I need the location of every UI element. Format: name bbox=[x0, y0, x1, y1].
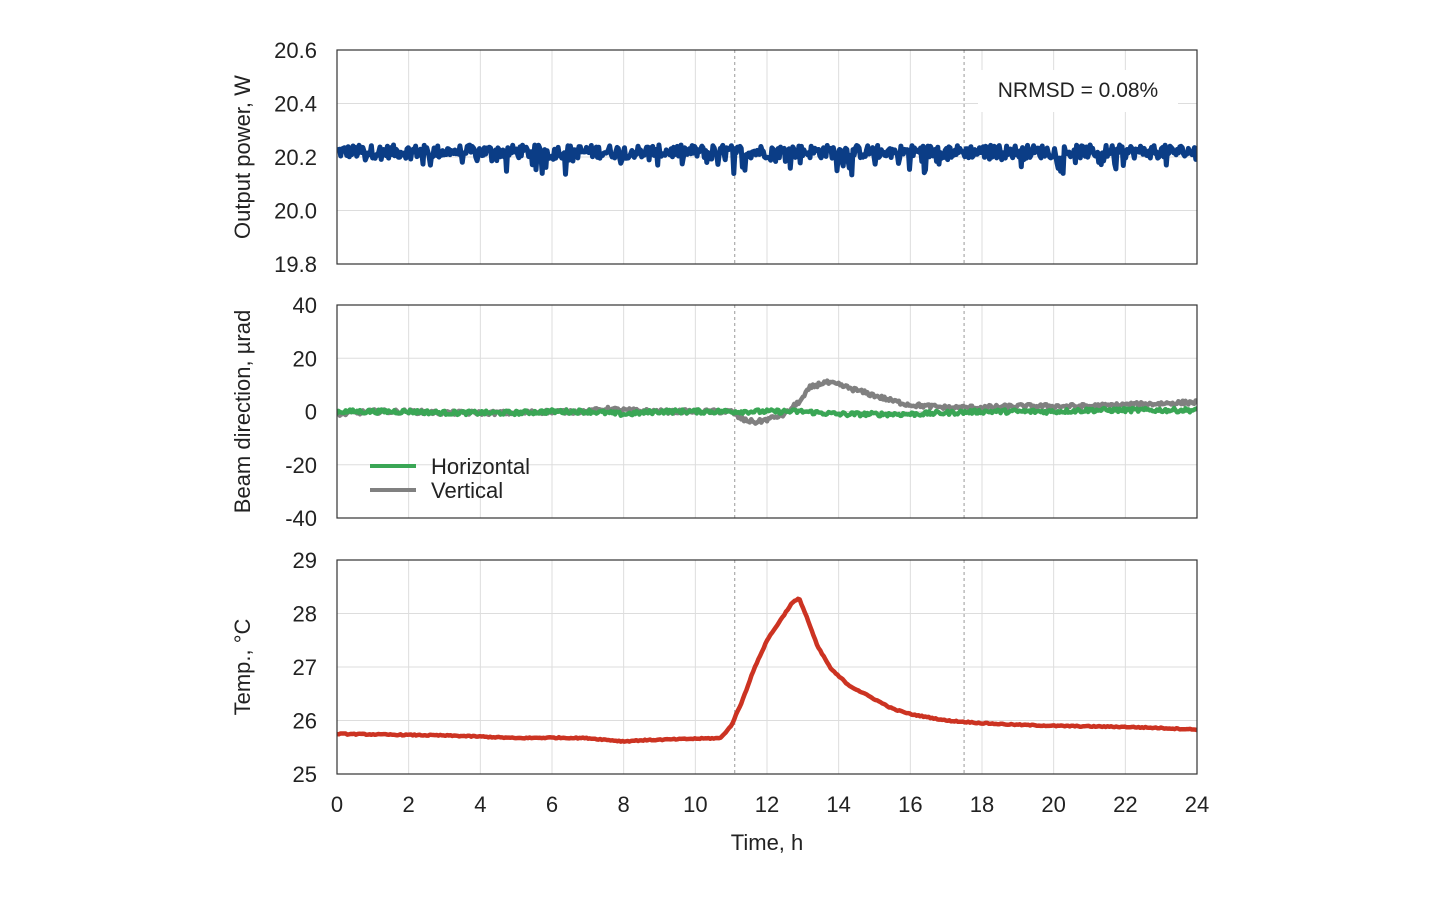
series-line bbox=[337, 405, 1197, 419]
output-power-panel: 20.6 20.4 20.2 20.0 19.8 Output power, W NRMSD… bbox=[230, 38, 1198, 277]
x-tick-label: 16 bbox=[898, 792, 922, 817]
y-tick-label: -40 bbox=[285, 506, 317, 531]
legend-label: Horizontal bbox=[431, 454, 530, 479]
y-axis-title: Beam direction, µrad bbox=[230, 310, 255, 513]
x-tick-label: 14 bbox=[826, 792, 850, 817]
plot-frame bbox=[336, 304, 1198, 519]
x-tick-label: 12 bbox=[755, 792, 779, 817]
y-tick-label: 40 bbox=[293, 293, 317, 318]
legend-label: Vertical bbox=[431, 478, 503, 503]
series-line bbox=[337, 596, 1197, 744]
x-tick-label: 2 bbox=[403, 792, 415, 817]
time-axis: 0 2 4 6 8 10 12 14 16 18 20 22 24 bbox=[331, 792, 1209, 817]
beam-direction-panel: 40 20 0 -20 -40 Beam direction, µrad Horizonta… bbox=[230, 293, 1198, 531]
y-tick-label: 28 bbox=[293, 602, 317, 627]
annotation-box bbox=[978, 70, 1178, 112]
x-tick-label: 0 bbox=[331, 792, 343, 817]
x-tick-label: 20 bbox=[1041, 792, 1065, 817]
nrmsd-annotation: NRMSD = 0.08% bbox=[998, 79, 1158, 102]
y-tick-label: 19.8 bbox=[274, 252, 317, 277]
y-tick-label: 25 bbox=[293, 762, 317, 787]
x-tick-label: 10 bbox=[683, 792, 707, 817]
y-tick-label: -20 bbox=[285, 453, 317, 478]
x-tick-label: 8 bbox=[618, 792, 630, 817]
y-tick-label: 20 bbox=[293, 346, 317, 371]
plot-frame bbox=[336, 49, 1198, 265]
x-tick-label: 24 bbox=[1185, 792, 1209, 817]
x-tick-label: 22 bbox=[1113, 792, 1137, 817]
plot-frame bbox=[336, 559, 1198, 775]
temperature-panel: 29 28 27 26 25 Temp., °C bbox=[230, 548, 1198, 787]
x-axis-title: Time, h bbox=[731, 830, 804, 855]
y-axis-title: Output power, W bbox=[230, 75, 255, 239]
y-axis-title: Temp., °C bbox=[230, 618, 255, 715]
y-tick-label: 29 bbox=[293, 548, 317, 573]
x-tick-label: 18 bbox=[970, 792, 994, 817]
y-tick-label: 26 bbox=[293, 709, 317, 734]
y-tick-label: 27 bbox=[293, 655, 317, 680]
y-tick-label: 20.6 bbox=[274, 38, 317, 63]
x-tick-label: 6 bbox=[546, 792, 558, 817]
y-tick-label: 20.2 bbox=[274, 145, 317, 170]
series-line bbox=[337, 142, 1197, 178]
y-tick-label: 20.4 bbox=[274, 92, 317, 117]
y-tick-label: 0 bbox=[305, 400, 317, 425]
y-tick-label: 20.0 bbox=[274, 199, 317, 224]
x-tick-label: 4 bbox=[474, 792, 486, 817]
